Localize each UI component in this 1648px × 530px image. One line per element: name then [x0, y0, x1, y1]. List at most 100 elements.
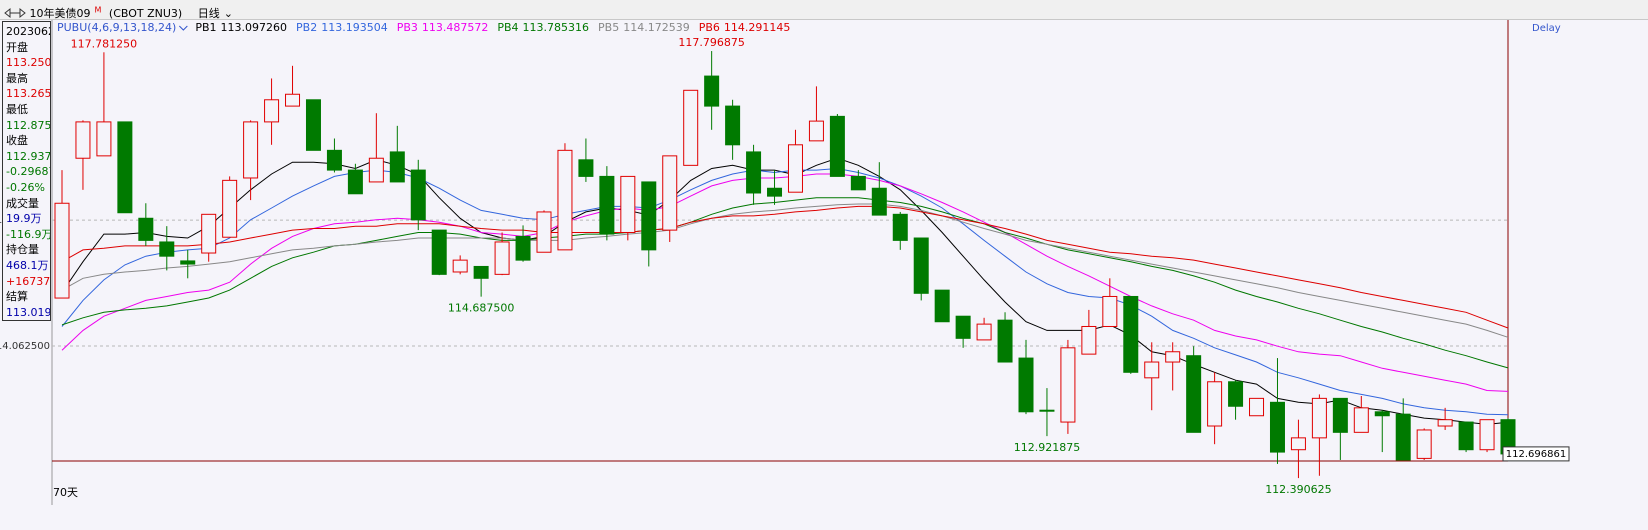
candle-body [683, 89, 699, 166]
candle-body [452, 259, 468, 273]
candle-body [347, 169, 363, 195]
candle-body [599, 175, 615, 235]
current-price: 112.696861 [1506, 449, 1566, 460]
ma-line [61, 167, 1509, 416]
candle-body [767, 187, 783, 197]
candle-body [787, 144, 803, 193]
info-item: 112.8750 [6, 118, 51, 132]
candle-body [1332, 397, 1348, 433]
nav-arrows[interactable] [4, 7, 26, 19]
candle-body [536, 211, 552, 253]
info-item: 开盘 [6, 40, 28, 54]
extreme-label: 117.796875 [678, 36, 744, 49]
delay-label: Delay [1532, 23, 1561, 34]
toolbar: 10年美债09 M (CBOT ZNU3) 日线 ⌄ [0, 0, 1648, 20]
candle-body [473, 265, 489, 279]
candle-body [1249, 397, 1265, 417]
candle-body [829, 115, 845, 177]
candle-body [1102, 295, 1118, 327]
period-label: 70天 [53, 486, 78, 499]
ma-line [61, 197, 1509, 369]
candle-body [1374, 411, 1390, 417]
candle-body [431, 229, 447, 275]
info-panel: 20230629 开盘 113.2500最高 113.2650最低 112.8750 收盘… [2, 21, 51, 321]
period-selector[interactable]: 日线 [197, 6, 220, 20]
candle-body [264, 99, 280, 123]
candle-body [368, 157, 384, 183]
info-item: 468.1万 [6, 258, 49, 272]
legend-name: PB2 [296, 21, 317, 34]
candle-body [620, 175, 636, 233]
legend-value: 114.291145 [724, 21, 790, 34]
candle-body [1353, 407, 1369, 433]
legend-name: PB3 [397, 21, 418, 34]
candle-body [1437, 419, 1453, 427]
title: 10年美债09 [29, 6, 91, 20]
legend-value: 113.785316 [523, 21, 589, 34]
candle-body [138, 217, 154, 241]
legend-name: PB1 [195, 21, 216, 34]
candle-body [1416, 429, 1432, 459]
candle-body [1165, 351, 1181, 363]
ma-line [61, 173, 1509, 392]
info-item: 最低 [6, 102, 28, 116]
candle-body [285, 93, 301, 107]
legend-name: PB5 [598, 21, 619, 34]
info-item: 113.2500 [6, 56, 51, 70]
info-item: 19.9万 [6, 212, 42, 226]
candle-body [1479, 419, 1495, 451]
candle-body [1060, 347, 1076, 423]
ma-line [61, 205, 1509, 329]
candle-body [1207, 381, 1223, 427]
extreme-label: 112.390625 [1265, 483, 1331, 496]
candle-body [494, 241, 510, 275]
candle-body [557, 149, 573, 251]
candle-body [515, 235, 531, 261]
info-item: -0.29687 [6, 165, 51, 179]
info-item: 结算 [6, 290, 28, 304]
candle-body [1123, 295, 1139, 373]
legend-value: 114.172539 [623, 21, 689, 34]
title-sup: M [94, 5, 102, 14]
candle-body [997, 319, 1013, 363]
candle-body [222, 179, 238, 238]
candle-body [1081, 325, 1097, 355]
candle-body [1018, 357, 1034, 413]
legend-value: 113.193504 [321, 21, 387, 34]
candle-body [305, 99, 321, 151]
candle-body [662, 155, 678, 231]
candle-body [75, 121, 91, 159]
candle-body [1039, 409, 1055, 412]
candle-body [892, 213, 908, 241]
legend-value: 113.487572 [422, 21, 488, 34]
candle-body [243, 121, 259, 179]
candle-body [326, 149, 342, 171]
candle-body [955, 315, 971, 339]
candle-body [96, 121, 112, 157]
candle-body [180, 260, 196, 265]
candle-body [704, 75, 720, 107]
legend-name: PB4 [497, 21, 518, 34]
info-item: -116.9万 [6, 227, 51, 241]
info-item: +16737 [6, 274, 51, 288]
info-item: 持仓量 [6, 243, 39, 257]
chevron[interactable]: ⌄ [223, 6, 233, 20]
info-item: 113.0193 [6, 305, 51, 319]
candle-body [746, 151, 762, 194]
info-item: 20230629 [6, 25, 50, 38]
candle-body [1395, 413, 1411, 461]
candle-body [1186, 355, 1202, 433]
candle-body [976, 323, 992, 341]
candle-body [1144, 361, 1160, 379]
instrument-name: 10年美债09 M [29, 5, 102, 20]
extreme-label: 112.921875 [1014, 441, 1080, 454]
candle-body [1228, 381, 1244, 407]
candle-body [1458, 421, 1474, 451]
info-item: 最高 [6, 71, 28, 85]
candle-body [201, 213, 217, 254]
info-item: 收盘 [6, 134, 28, 148]
candle-body [808, 120, 824, 142]
legend-chevron [178, 25, 188, 31]
legend-title: PUBU(4,6,9,13,18,24) [57, 21, 176, 34]
